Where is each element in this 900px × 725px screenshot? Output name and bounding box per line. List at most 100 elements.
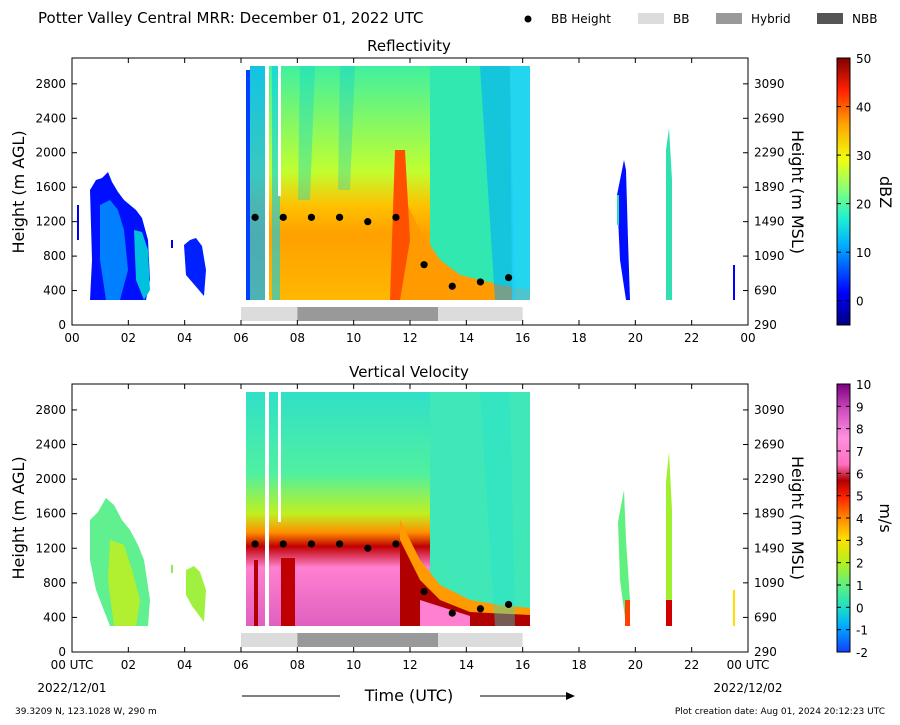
reflectivity-y-tick-label: 1600 bbox=[35, 180, 66, 194]
velocity-colorbar-tick-label: 3 bbox=[856, 534, 864, 548]
date-end-label: 2022/12/02 bbox=[713, 681, 782, 695]
legend-hybrid-patch bbox=[716, 13, 742, 24]
velocity-colorbar-tick-label: 4 bbox=[856, 512, 864, 526]
station-location: 39.3209 N, 123.1028 W, 290 m bbox=[15, 707, 157, 717]
reflectivity-bb-height-point bbox=[504, 274, 513, 282]
velocity-y-tick-label: 0 bbox=[58, 645, 66, 659]
velocity-bb-height-point bbox=[476, 605, 485, 613]
velocity-colorbar-tick-label: -2 bbox=[856, 646, 868, 660]
reflectivity-x-tick-label: 04 bbox=[177, 331, 192, 345]
velocity-y-tick-label: 1200 bbox=[35, 541, 66, 555]
reflectivity-colorbar-tick-label: 30 bbox=[856, 149, 871, 163]
velocity-y-tick-label: 2000 bbox=[35, 472, 66, 486]
reflectivity-colorbar-label: dBZ bbox=[876, 176, 895, 208]
velocity-bb-height-point bbox=[420, 587, 428, 596]
reflectivity-bb-height-point bbox=[335, 213, 344, 221]
velocity-colorbar-tick-label: 0 bbox=[856, 601, 864, 615]
reflectivity-x-tick-label: 00 bbox=[740, 331, 755, 345]
reflectivity-colorbar: 0 10 20 30 40 50 dBZ bbox=[836, 52, 895, 326]
velocity-colorbar-tick-label: 10 bbox=[856, 378, 871, 392]
reflectivity-y-tick-label: 0 bbox=[58, 318, 66, 332]
velocity-main-body bbox=[246, 392, 430, 626]
velocity-bb-type-bar-0 bbox=[241, 633, 298, 647]
reflectivity-colorbar-tick-label: 50 bbox=[856, 52, 871, 66]
reflectivity-y-right-tick-label: 690 bbox=[754, 284, 777, 298]
velocity-x-tick-label: 20 bbox=[628, 658, 643, 672]
velocity-bb-type-bars bbox=[241, 633, 523, 647]
reflectivity-x-tick-label: 10 bbox=[346, 331, 361, 345]
reflectivity-ylabel-right: Height (m MSL) bbox=[788, 130, 807, 254]
figure-title: Potter Valley Central MRR: December 01, … bbox=[38, 9, 424, 27]
reflectivity-colorbar-tick-label: 20 bbox=[856, 198, 871, 212]
reflectivity-bb-height-point bbox=[392, 213, 400, 221]
reflectivity-x-tick-label: 08 bbox=[290, 331, 305, 345]
velocity-x-tick-label: 12 bbox=[402, 658, 417, 672]
velocity-colorbar-label: m/s bbox=[876, 503, 895, 532]
velocity-colorbar-tick-label: 7 bbox=[856, 445, 864, 459]
legend-nbb-patch bbox=[817, 13, 843, 24]
velocity-y-tick-label: 400 bbox=[43, 610, 66, 624]
velocity-colorbar-ticks: -2 -1 0 1 2 3 4 5 6 7 8 9 10 bbox=[837, 378, 871, 660]
reflectivity-bb-type-bars bbox=[241, 307, 523, 321]
reflectivity-colorbar-tick-label: 0 bbox=[856, 295, 864, 309]
date-start-label: 2022/12/01 bbox=[37, 681, 106, 695]
legend-label-bb: BB bbox=[673, 12, 689, 26]
velocity-x-tick-label: 18 bbox=[571, 658, 586, 672]
velocity-y-right-tick-label: 290 bbox=[754, 645, 777, 659]
velocity-x-tick-label: 10 bbox=[346, 658, 361, 672]
velocity-colorbar-tick-label: 9 bbox=[856, 400, 864, 414]
velocity-colorbar-tick-label: 2 bbox=[856, 557, 864, 571]
velocity-ylabel-right: Height (m MSL) bbox=[788, 456, 807, 580]
reflectivity-heatmap bbox=[77, 66, 735, 300]
velocity-x-tick-label: 22 bbox=[684, 658, 699, 672]
reflectivity-colorbar-gradient bbox=[836, 57, 851, 326]
velocity-x-tick-label: 00 UTC bbox=[51, 658, 94, 672]
reflectivity-bb-type-bar-2 bbox=[438, 307, 523, 321]
reflectivity-ylabel-left: Height (m AGL) bbox=[9, 130, 28, 253]
reflectivity-y-tick-label: 2000 bbox=[35, 146, 66, 160]
legend-bb-height-marker bbox=[524, 15, 532, 23]
velocity-bb-type-bar-1 bbox=[297, 633, 439, 647]
reflectivity-y-tick-label: 1200 bbox=[35, 215, 66, 229]
velocity-bb-height-point bbox=[504, 600, 513, 609]
reflectivity-bb-height-point bbox=[307, 213, 316, 221]
velocity-bb-height-point bbox=[364, 544, 372, 552]
velocity-bb-height-point bbox=[335, 540, 344, 548]
velocity-colorbar: -2 -1 0 1 2 3 4 5 6 7 8 9 10 m/s bbox=[836, 378, 895, 660]
velocity-y-tick-label: 2800 bbox=[35, 403, 66, 417]
reflectivity-y-tick-label: 2400 bbox=[35, 111, 66, 125]
velocity-x-tick-label: 16 bbox=[515, 658, 530, 672]
velocity-heatmap bbox=[90, 392, 735, 626]
velocity-y-tick-label: 1600 bbox=[35, 507, 66, 521]
reflectivity-y-tick-label: 400 bbox=[43, 284, 66, 298]
legend: BB Height BB Hybrid NBB bbox=[524, 12, 877, 26]
reflectivity-bb-type-bar-1 bbox=[297, 307, 439, 321]
reflectivity-bb-height-point bbox=[476, 278, 485, 286]
velocity-y-tick-label: 2400 bbox=[35, 438, 66, 452]
velocity-bb-height-point bbox=[392, 540, 400, 548]
velocity-y-tick-label: 800 bbox=[43, 576, 66, 590]
velocity-y-right-tick-label: 1890 bbox=[754, 507, 785, 521]
velocity-bb-height-point bbox=[448, 609, 456, 617]
reflectivity-y-right-tick-label: 1890 bbox=[754, 180, 785, 194]
velocity-x-tick-label: 04 bbox=[177, 658, 192, 672]
reflectivity-y-right-tick-label: 3090 bbox=[754, 77, 785, 91]
reflectivity-y-right-tick-label: 1490 bbox=[754, 215, 785, 229]
velocity-x-tick-label: 02 bbox=[121, 658, 136, 672]
velocity-bb-height-point bbox=[251, 540, 259, 548]
velocity-x-tick-label: 14 bbox=[459, 658, 474, 672]
reflectivity-title: Reflectivity bbox=[367, 37, 451, 55]
velocity-title: Vertical Velocity bbox=[349, 363, 469, 381]
velocity-colorbar-tick-label: 8 bbox=[856, 423, 864, 437]
velocity-x-tick-label: 06 bbox=[233, 658, 248, 672]
velocity-bb-height-point bbox=[307, 540, 316, 548]
legend-label-hybrid: Hybrid bbox=[751, 12, 791, 26]
legend-bb-patch bbox=[638, 13, 664, 24]
velocity-bb-type-bar-2 bbox=[438, 633, 523, 647]
reflectivity-bb-height-point bbox=[251, 213, 259, 221]
velocity-y-right-tick-label: 1090 bbox=[754, 576, 785, 590]
reflectivity-x-tick-label: 16 bbox=[515, 331, 530, 345]
reflectivity-bb-height-point bbox=[420, 261, 428, 269]
plot-creation-date: Plot creation date: Aug 01, 2024 20:12:2… bbox=[675, 707, 885, 717]
reflectivity-colorbar-tick-label: 10 bbox=[856, 246, 871, 260]
